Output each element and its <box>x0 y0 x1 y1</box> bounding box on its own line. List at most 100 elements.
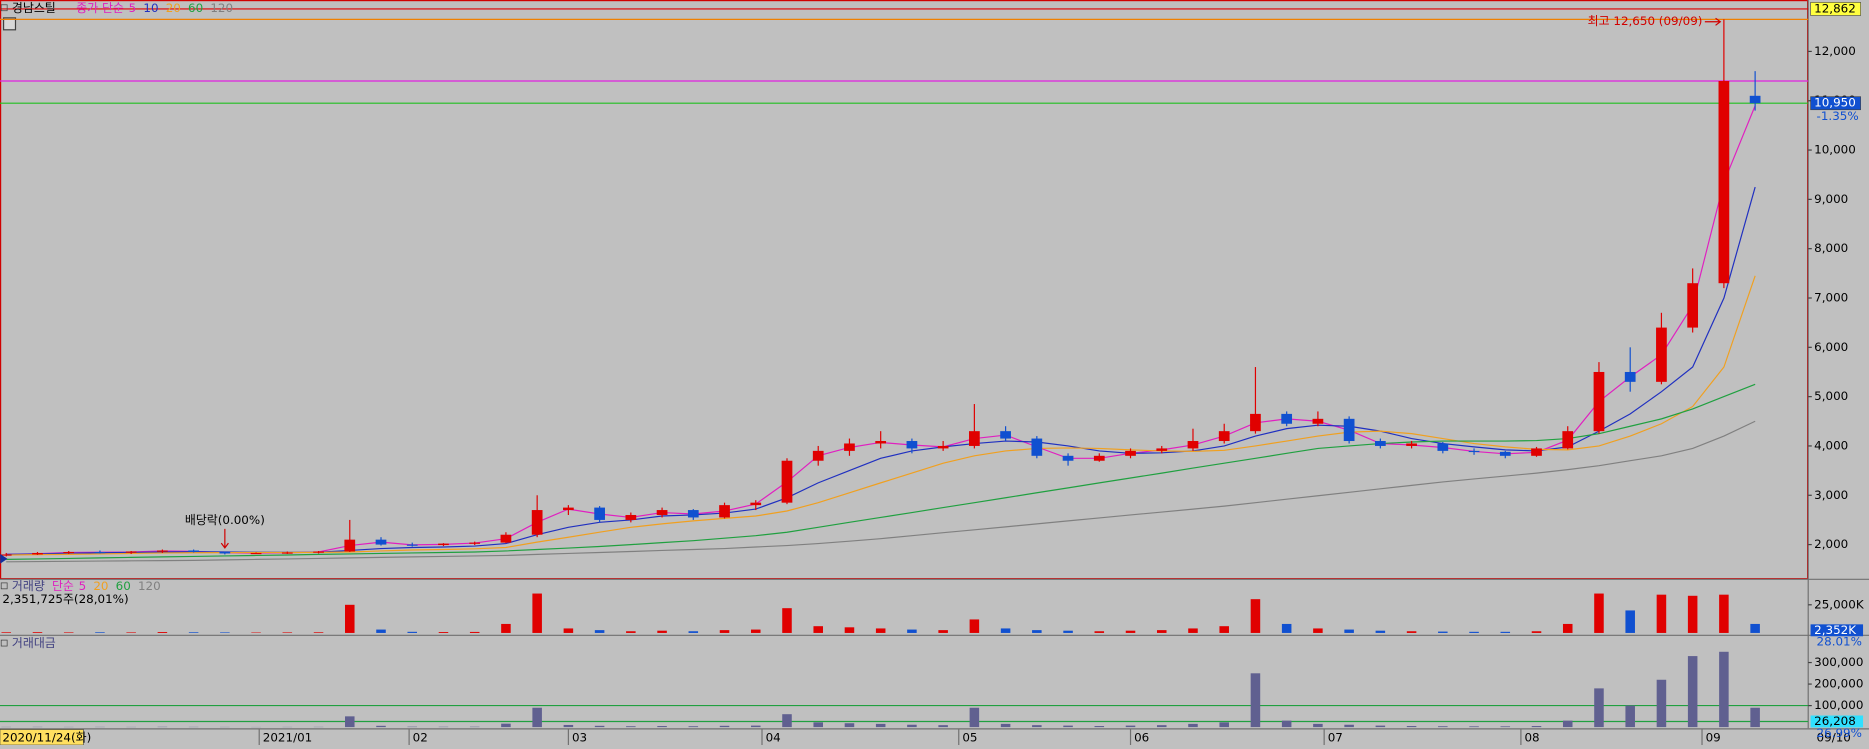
bar <box>1001 628 1011 633</box>
level-label: 12,862 <box>1814 1 1856 15</box>
bar <box>1157 725 1167 727</box>
bar <box>1501 726 1511 727</box>
bar <box>782 714 792 727</box>
bar <box>95 632 105 633</box>
candle-body <box>532 510 543 535</box>
x-tick-label: 07 <box>1328 730 1343 744</box>
bar <box>1376 631 1386 633</box>
x-tick-label: 2021/01 <box>263 730 312 744</box>
y-tick-label: 2,000 <box>1814 537 1848 551</box>
bar <box>657 631 667 633</box>
y-tick-label: 12,000 <box>1814 44 1856 58</box>
candle-body <box>1281 414 1292 424</box>
legend-entry: 20 <box>166 1 181 15</box>
candle-body <box>219 552 230 553</box>
bar <box>1563 721 1573 727</box>
candle-body <box>938 446 949 448</box>
bar <box>1750 708 1760 727</box>
y-tick-label: 8,000 <box>1814 241 1848 255</box>
bar <box>376 630 386 633</box>
legend-entry: 5 <box>129 1 137 15</box>
y-tick-label: 6,000 <box>1814 340 1848 354</box>
bar <box>1532 726 1542 727</box>
bar <box>376 726 386 727</box>
ratio-label: 28.01% <box>1817 635 1862 649</box>
bar <box>1282 721 1292 727</box>
bar <box>1032 630 1042 633</box>
candle-body <box>407 545 418 546</box>
bar <box>1157 630 1167 633</box>
bar <box>626 726 636 727</box>
candle-body <box>1344 419 1355 441</box>
change-label: -1.35% <box>1817 109 1859 123</box>
bar <box>1625 610 1635 633</box>
candle-body <box>1406 443 1417 445</box>
bar <box>501 724 511 727</box>
bar <box>220 632 230 633</box>
candle-body <box>1531 448 1542 455</box>
candle-body <box>1687 283 1698 327</box>
y-tick-label: 100,000 <box>1814 698 1863 712</box>
bar <box>1407 726 1417 727</box>
candle-body <box>1594 372 1605 431</box>
bar <box>1657 595 1667 633</box>
candle-body <box>438 544 449 545</box>
high-note: 최고 12,650 (09/09) <box>1588 14 1703 28</box>
bar <box>595 726 605 727</box>
bar <box>1219 626 1229 633</box>
candle-body <box>126 551 137 552</box>
bar <box>283 632 293 633</box>
bar <box>1625 706 1635 728</box>
candle-body <box>1750 96 1761 103</box>
candle-body <box>1375 441 1386 446</box>
y-tick-label: 4,000 <box>1814 438 1848 452</box>
bar <box>1719 652 1729 727</box>
candle-body <box>313 551 324 552</box>
candle-body <box>782 461 793 503</box>
bar <box>33 632 43 633</box>
panel-title: 거래대금 <box>12 636 56 650</box>
y-tick-label: 300,000 <box>1814 655 1863 669</box>
candle-body <box>1156 448 1167 450</box>
candle-body <box>1313 419 1324 424</box>
candle-body <box>594 508 605 520</box>
bar <box>782 608 792 633</box>
y-tick-label: 9,000 <box>1814 192 1848 206</box>
bar <box>720 726 730 727</box>
bar <box>439 632 449 633</box>
bar <box>907 630 917 633</box>
candle-body <box>563 508 574 510</box>
legend-entry: 60 <box>188 1 203 15</box>
candle-body <box>750 503 761 505</box>
bar <box>1251 673 1261 727</box>
bar <box>1095 726 1105 727</box>
candle-body <box>501 535 512 543</box>
bar <box>1750 624 1760 633</box>
bar <box>970 619 980 633</box>
candle-body <box>1125 451 1136 456</box>
bar <box>1688 656 1698 727</box>
candle-body <box>1000 431 1011 438</box>
candle-body <box>1094 456 1105 461</box>
bar <box>1532 631 1542 633</box>
candle-body <box>1625 372 1636 382</box>
bar <box>876 724 886 727</box>
candle-body <box>1250 414 1261 431</box>
bar <box>1344 725 1354 727</box>
legend-entry: 60 <box>116 579 131 593</box>
candle-body <box>1063 456 1074 461</box>
bar <box>813 722 823 727</box>
x-tick-label: 09 <box>1706 730 1721 744</box>
y-tick-label: 25,000K <box>1814 597 1865 611</box>
bar <box>1313 724 1323 727</box>
candle-body <box>1 554 12 555</box>
bar <box>845 627 855 633</box>
y-tick-label: 3,000 <box>1814 488 1848 502</box>
bar <box>1032 725 1042 727</box>
candle-body <box>969 431 980 446</box>
bar <box>1501 632 1511 633</box>
candle-body <box>95 552 106 553</box>
candle-body <box>32 553 43 554</box>
bar <box>876 628 886 633</box>
